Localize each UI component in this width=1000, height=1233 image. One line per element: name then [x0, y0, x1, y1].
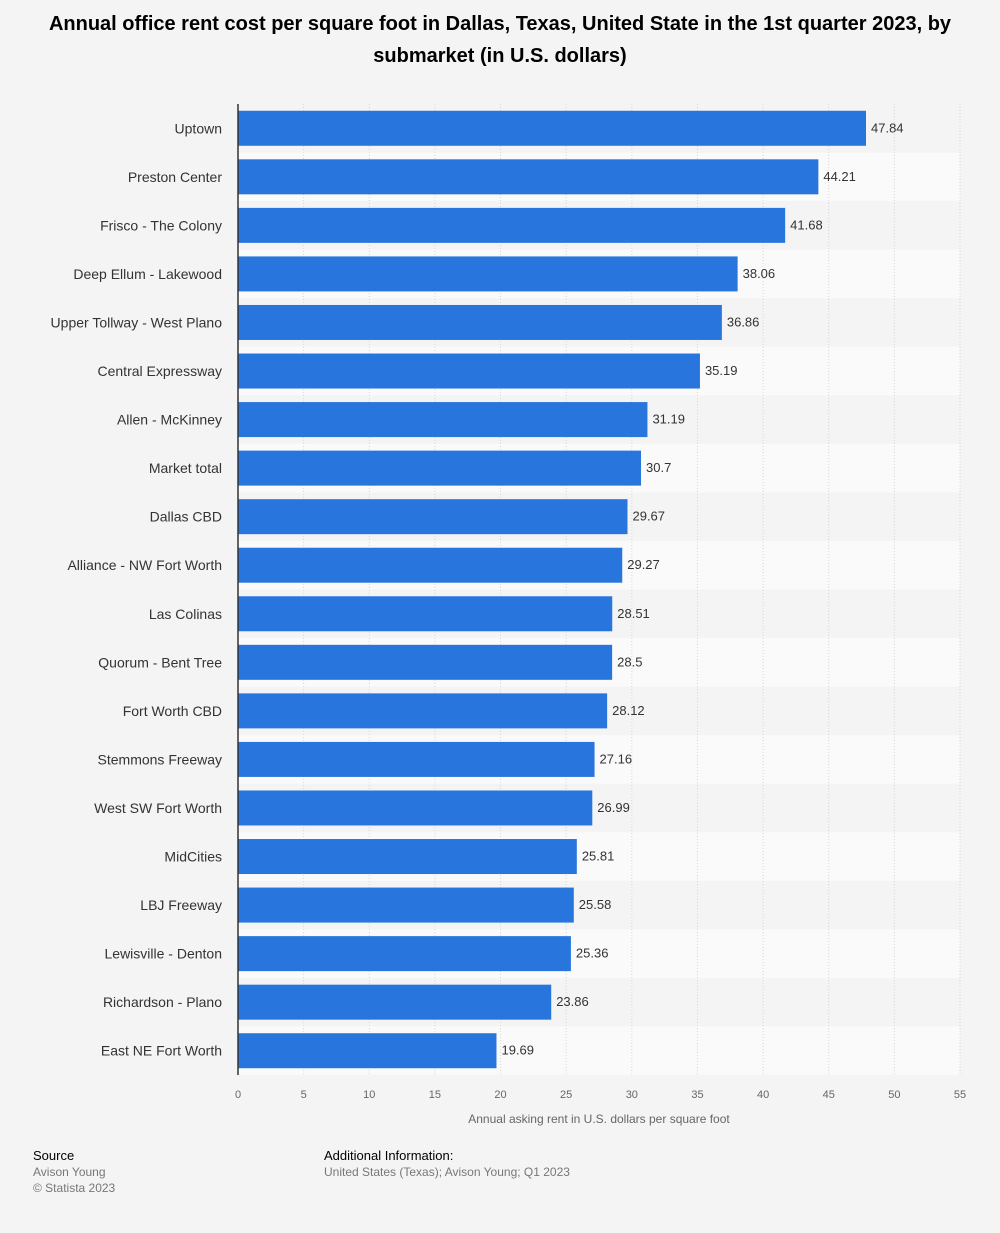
bar: [238, 256, 738, 292]
category-label: Market total: [149, 460, 222, 476]
category-label: Stemmons Freeway: [98, 751, 222, 767]
x-tick-label: 50: [888, 1089, 900, 1101]
category-label: Allen - McKinney: [117, 412, 222, 428]
x-tick-label: 15: [429, 1089, 441, 1101]
x-tick-label: 30: [626, 1089, 638, 1101]
category-label: West SW Fort Worth: [94, 800, 222, 816]
value-label: 36.86: [727, 314, 760, 329]
category-label: Lewisville - Denton: [105, 946, 223, 962]
category-label: Alliance - NW Fort Worth: [67, 557, 222, 573]
bar: [238, 790, 593, 826]
value-label: 41.68: [790, 217, 823, 232]
chart-title: Annual office rent cost per square foot …: [48, 13, 952, 67]
category-label: LBJ Freeway: [140, 897, 222, 913]
category-label: East NE Fort Worth: [101, 1043, 222, 1059]
bar: [238, 741, 595, 777]
bar: [238, 1033, 497, 1069]
bar: [238, 644, 613, 680]
x-tick-label: 0: [235, 1089, 241, 1101]
value-label: 26.99: [597, 800, 630, 815]
bar: [238, 984, 552, 1020]
source-block: Source Avison Young © Statista 2023: [33, 1148, 115, 1196]
category-label: Dallas CBD: [150, 509, 222, 525]
bar: [238, 839, 577, 875]
source-name: Avison Young: [33, 1165, 106, 1179]
x-tick-label: 25: [560, 1089, 572, 1101]
bar-chart: Uptown 47.84 Preston Center 44.21 Frisco - T…: [51, 104, 966, 1126]
x-tick-label: 5: [301, 1089, 307, 1101]
bar: [238, 159, 819, 195]
additional-info-text: United States (Texas); Avison Young; Q1 …: [324, 1165, 570, 1179]
category-label: Uptown: [175, 120, 222, 136]
x-axis-title: Annual asking rent in U.S. dollars per s…: [468, 1112, 730, 1126]
value-label: 27.16: [600, 751, 633, 766]
value-label: 29.27: [627, 557, 660, 572]
additional-info-heading: Additional Information:: [324, 1148, 454, 1163]
x-tick-label: 40: [757, 1089, 769, 1101]
value-label: 31.19: [652, 412, 685, 427]
value-label: 25.58: [579, 897, 612, 912]
bar: [238, 693, 608, 729]
x-tick-label: 35: [691, 1089, 703, 1101]
additional-info-block: Additional Information: United States (T…: [324, 1148, 570, 1180]
bar: [238, 499, 628, 535]
bar: [238, 547, 623, 583]
bar: [238, 887, 574, 923]
category-label: Quorum - Bent Tree: [98, 654, 222, 670]
bar: [238, 353, 700, 389]
value-label: 28.5: [617, 654, 642, 669]
value-label: 19.69: [501, 1043, 534, 1058]
source-heading: Source: [33, 1148, 75, 1163]
bar: [238, 304, 722, 340]
value-label: 28.12: [612, 703, 645, 718]
bar: [238, 596, 613, 632]
category-label: Central Expressway: [98, 363, 223, 379]
bar: [238, 450, 642, 486]
category-label: Richardson - Plano: [103, 994, 222, 1010]
value-label: 29.67: [632, 509, 665, 524]
bar: [238, 110, 867, 146]
x-tick-label: 10: [363, 1089, 375, 1101]
copyright: © Statista 2023: [33, 1181, 116, 1195]
x-tick-label: 55: [954, 1089, 966, 1101]
bar: [238, 936, 571, 972]
category-label: Las Colinas: [149, 606, 222, 622]
category-label: MidCities: [164, 849, 222, 865]
x-tick-label: 20: [494, 1089, 506, 1101]
category-label: Fort Worth CBD: [123, 703, 222, 719]
category-label: Preston Center: [128, 169, 222, 185]
value-label: 35.19: [705, 363, 738, 378]
category-label: Deep Ellum - Lakewood: [73, 266, 222, 282]
value-label: 47.84: [871, 120, 904, 135]
bar: [238, 207, 786, 243]
value-label: 30.7: [646, 460, 671, 475]
value-label: 25.36: [576, 946, 609, 961]
value-label: 25.81: [582, 849, 615, 864]
value-label: 23.86: [556, 994, 589, 1009]
category-label: Frisco - The Colony: [100, 217, 222, 233]
x-tick-label: 45: [823, 1089, 835, 1101]
value-label: 28.51: [617, 606, 650, 621]
category-label: Upper Tollway - West Plano: [51, 314, 223, 330]
value-label: 44.21: [823, 169, 856, 184]
bar: [238, 402, 648, 438]
value-label: 38.06: [743, 266, 776, 281]
